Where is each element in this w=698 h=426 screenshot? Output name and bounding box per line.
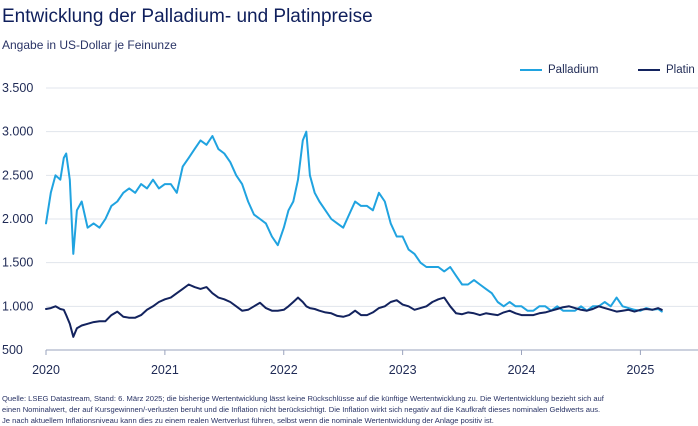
series-line-platin <box>45 283 663 338</box>
legend-item-palladium: Palladium <box>520 64 599 76</box>
source-line-1: Quelle: LSEG Datastream, Stand: 6. März … <box>2 394 604 403</box>
x-tick-label: 2021 <box>151 363 179 377</box>
source-note: Quelle: LSEG Datastream, Stand: 6. März … <box>2 393 698 426</box>
chart-subtitle: Angabe in US-Dollar je Feinunze <box>2 38 177 52</box>
source-line-3: Je nach aktuellem Inflationsniveau kann … <box>2 416 494 425</box>
y-tick-label: 3.500 <box>2 81 33 95</box>
chart-title: Entwicklung der Palladium- und Platinpre… <box>2 6 373 27</box>
legend-label-palladium: Palladium <box>548 64 599 76</box>
grid-lines <box>46 87 698 351</box>
y-tick-label: 2.000 <box>2 212 33 226</box>
y-tick-label: 1.500 <box>2 256 33 270</box>
x-tick-label: 2024 <box>508 363 536 377</box>
x-tick-label: 2025 <box>626 363 654 377</box>
y-tick-label: 3.000 <box>2 125 33 139</box>
y-tick-label: 500 <box>2 343 23 357</box>
legend-swatch-palladium <box>520 69 542 71</box>
legend-swatch-platin <box>638 69 660 71</box>
legend-item-platin: Platin <box>638 64 695 76</box>
x-tick-label: 2023 <box>389 363 417 377</box>
legend-label-platin: Platin <box>666 64 695 76</box>
x-axis-ticks: 2020 2021 2022 2023 2024 2025 <box>32 350 654 377</box>
x-tick-label: 2022 <box>270 363 298 377</box>
series-lines <box>45 130 663 338</box>
series-line-palladium <box>45 130 663 313</box>
x-tick-label: 2020 <box>32 363 60 377</box>
y-tick-label: 2.500 <box>2 168 33 182</box>
y-tick-label: 1.000 <box>2 299 33 313</box>
y-axis-ticks: 500 1.000 1.500 2.000 2.500 3.000 3.500 <box>2 81 33 357</box>
source-line-2: einen Nominalwert, der auf Kursgewinnen/… <box>2 405 601 414</box>
